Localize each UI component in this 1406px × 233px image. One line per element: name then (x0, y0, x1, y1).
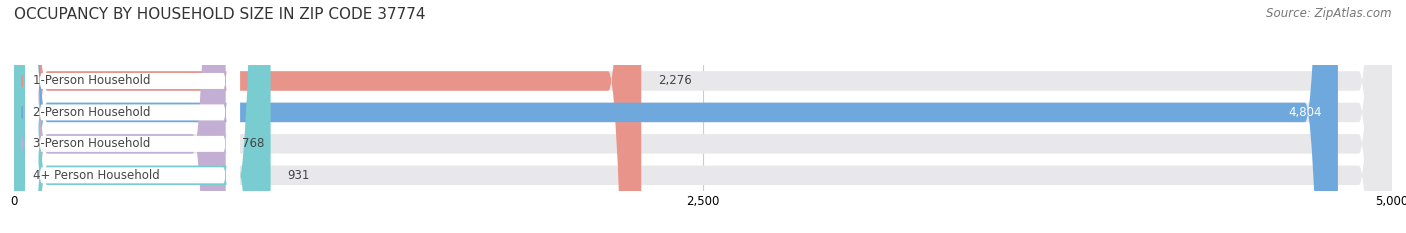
Text: 2,276: 2,276 (658, 75, 692, 87)
FancyBboxPatch shape (14, 0, 226, 233)
Text: OCCUPANCY BY HOUSEHOLD SIZE IN ZIP CODE 37774: OCCUPANCY BY HOUSEHOLD SIZE IN ZIP CODE … (14, 7, 426, 22)
Text: 3-Person Household: 3-Person Household (34, 137, 150, 150)
FancyBboxPatch shape (25, 0, 240, 233)
Text: 4+ Person Household: 4+ Person Household (34, 169, 160, 182)
FancyBboxPatch shape (14, 0, 641, 233)
Text: 1-Person Household: 1-Person Household (34, 75, 150, 87)
FancyBboxPatch shape (14, 0, 1392, 233)
Text: 768: 768 (242, 137, 264, 150)
Text: 931: 931 (287, 169, 309, 182)
Text: 2-Person Household: 2-Person Household (34, 106, 150, 119)
FancyBboxPatch shape (14, 0, 1392, 233)
FancyBboxPatch shape (14, 0, 1392, 233)
Text: Source: ZipAtlas.com: Source: ZipAtlas.com (1267, 7, 1392, 20)
Text: 4,804: 4,804 (1288, 106, 1322, 119)
FancyBboxPatch shape (14, 0, 1392, 233)
FancyBboxPatch shape (25, 0, 240, 233)
FancyBboxPatch shape (14, 0, 270, 233)
FancyBboxPatch shape (14, 0, 1339, 233)
FancyBboxPatch shape (25, 0, 240, 233)
FancyBboxPatch shape (25, 0, 240, 233)
